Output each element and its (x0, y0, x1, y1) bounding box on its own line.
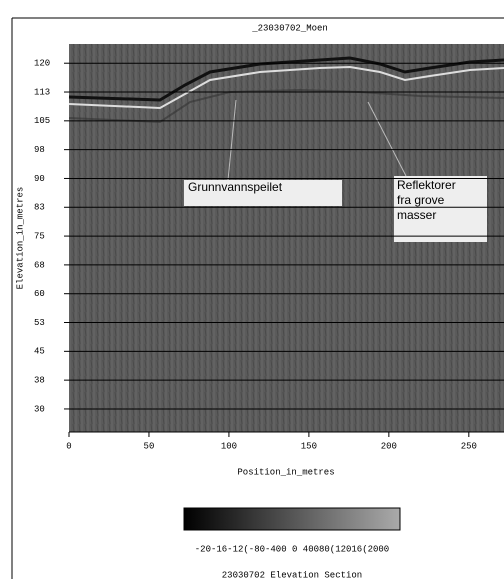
chart-title: _23030702_Moen (251, 23, 328, 33)
x-tick-label: 0 (66, 441, 71, 451)
y-tick-label: 60 (34, 289, 45, 299)
surface-reflector (68, 65, 504, 110)
annotation-box (394, 176, 487, 242)
x-tick-label: 200 (381, 441, 397, 451)
y-tick-label: 105 (34, 116, 50, 126)
caption: 23030702 Elevation Section (222, 570, 362, 579)
x-tick-label: 150 (301, 441, 317, 451)
y-axis-label: Elevation_in_metres (15, 187, 25, 290)
x-tick-label: 100 (221, 441, 237, 451)
colorbar (183, 507, 401, 531)
y-tick-label: 68 (34, 260, 45, 270)
y-tick-label: 53 (34, 318, 45, 328)
colorbar-labels: -20-16-12(-80-400 0 40080(12016(2000 (195, 544, 389, 554)
pointer (227, 99, 237, 181)
x-axis-label: Position_in_metres (237, 467, 334, 477)
pointer (367, 101, 407, 177)
y-tick-label: 38 (34, 376, 45, 386)
y-tick-label: 75 (34, 231, 45, 241)
y-tick-label: 45 (34, 347, 45, 357)
annotation-box (184, 180, 342, 206)
y-tick-label: 90 (34, 174, 45, 184)
surface-reflector (68, 56, 504, 102)
x-tick-label: 50 (144, 441, 155, 451)
y-tick-label: 113 (34, 87, 50, 97)
y-tick-label: 98 (34, 145, 45, 155)
reflector (68, 88, 504, 124)
annotation: Grunnvannspeilet (188, 180, 283, 194)
y-tick-label: 30 (34, 404, 45, 414)
y-tick-label: 83 (34, 203, 45, 213)
x-tick-label: 250 (461, 441, 477, 451)
annotation: Reflektorer fra grove masser (397, 178, 456, 222)
y-tick-label: 120 (34, 59, 50, 69)
